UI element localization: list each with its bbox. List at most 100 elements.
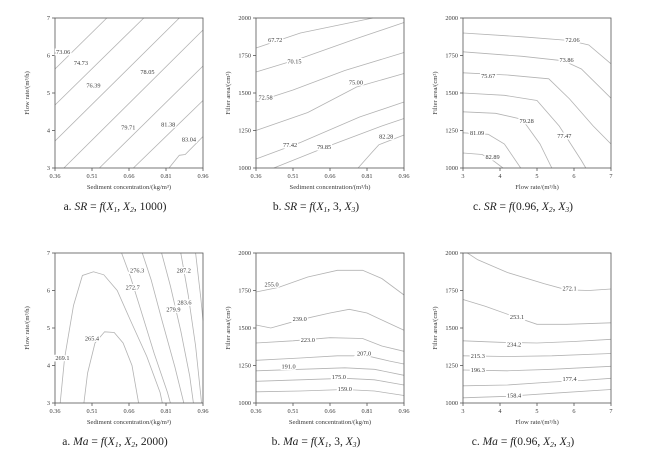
y-tick-label: 5 [47,325,50,332]
contour-value-label: 79.85 [317,144,331,151]
caption-segment: = [297,201,310,213]
contour-line [462,72,612,145]
caption-segment: Ma [283,436,299,448]
caption-segment: X [541,201,549,213]
contour-value-label: 83.04 [182,137,197,144]
caption-segment: X [345,436,353,448]
y-tick-label: 1250 [238,128,251,135]
contour-value-label: 269.1 [55,355,69,362]
y-tick-label: 1250 [445,128,458,135]
contour-value-label: 76.39 [86,83,100,90]
contour-line [462,377,612,387]
y-tick-label: 5 [47,90,50,97]
caption-segment: ) [569,201,573,213]
contour-line [141,252,185,404]
contour-value-label: 191.0 [281,363,295,370]
y-tick-label: 1500 [238,90,251,97]
contour-value-label: 75.00 [349,80,363,87]
caption-segment: 2 [548,205,553,214]
panel-sr-c: 3 4 5 6 7 1000 1250 1500 1750 2000 Flow rate/(m³/h… [423,8,623,233]
contour-line [54,17,145,106]
caption-segment: X [558,201,566,213]
contour-line [462,32,612,65]
contour-line [180,252,202,404]
caption-segment: f [510,436,514,448]
caption-segment: 3 [565,205,570,214]
x-tick-label: 0.81 [361,408,372,415]
x-tick-label: 0.51 [287,173,298,180]
x-tick-label: 0.81 [361,173,372,180]
contour-value-label: 82.28 [379,134,393,141]
y-tick-label: 6 [47,53,50,60]
caption-segment: , 1000) [133,201,167,213]
y-tick-label: 2000 [238,250,251,257]
y-tick-label: 1500 [445,325,458,332]
contour-value-label: 159.0 [338,386,352,393]
caption-segment: a. [63,201,75,213]
contour-value-label: 283.6 [177,300,191,307]
contour-value-label: 79.71 [121,125,135,132]
contour-line [462,353,612,357]
caption-segment: c. [471,436,483,448]
contour-line [462,152,504,169]
x-tick-label: 5 [535,408,538,415]
contour-line [54,17,108,70]
x-axis-title: Sediment concentration/(kg/m³) [87,184,171,191]
contour-line [59,271,163,404]
contour-plot-ma-b: 0.36 0.51 0.66 0.81 0.96 1000 1250 1500 1750 2000… [225,250,410,426]
contour-value-label: 255.0 [264,282,278,289]
contour-value-label: 207.0 [357,351,371,358]
contour-value-label: 276.3 [130,267,144,274]
contour-value-label: 73.86 [560,57,574,64]
caption-segment: f [309,201,313,213]
y-tick-label: 1000 [445,400,458,407]
contour-plot-sr-c: 3 4 5 6 7 1000 1250 1500 1750 2000 Flow rate/(m³/h… [432,15,613,191]
plot-caption: a. Ma = f(X1, X2, 2000) [15,436,215,449]
caption-segment: Ma [73,436,89,448]
x-tick-label: 5 [535,173,538,180]
x-tick-label: 7 [609,173,612,180]
x-tick-label: 0.66 [123,408,134,415]
caption-segment: , [118,436,125,448]
contour-line [462,92,587,169]
plot-caption: b. SR = f(X1, 3, X3) [216,201,416,214]
plot-caption: a. SR = f(X1, X2, 1000) [15,201,215,214]
contour-line [133,100,204,169]
contour-line [121,252,171,404]
x-tick-label: 6 [572,173,575,180]
x-tick-label: 0.66 [324,408,335,415]
x-axis-title: Sediment concentration/(m³/h) [290,184,371,191]
caption-segment: = [88,436,101,448]
y-tick-label: 7 [47,15,50,22]
contour-value-label: 70.15 [287,59,301,66]
x-tick-label: 0.96 [398,173,409,180]
y-tick-label: 4 [47,128,51,135]
caption-segment: = [496,201,509,213]
contour-line [255,389,405,396]
caption-segment: , [552,201,559,213]
y-tick-label: 1750 [445,288,458,295]
plot-frame [462,17,612,169]
plot-caption: c. SR = f(0.96, X2, X3) [423,201,623,214]
contour-line [83,331,139,404]
contour-line [255,337,405,352]
contour-line [462,299,612,325]
x-tick-label: 0.96 [197,408,208,415]
y-tick-label: 4 [47,363,51,370]
x-tick-label: 0.51 [287,408,298,415]
y-axis-title: Filter area/(cm²) [225,71,232,114]
y-tick-label: 2000 [238,15,251,22]
y-tick-label: 6 [47,288,50,295]
caption-segment: 2 [130,205,134,214]
contour-value-label: 158.4 [507,393,522,400]
x-axis-title: Sediment concentration/(kg/m) [289,419,371,426]
contour-line [462,132,522,169]
caption-segment: 3 [566,440,571,449]
x-tick-label: 0.81 [160,173,171,180]
x-axis-title: Flow rate/(m³/h) [515,184,559,191]
x-tick-label: 0.96 [197,173,208,180]
caption-segment: , 3, [327,201,345,213]
caption-segment: = [497,436,511,448]
panel-ma-a: 0.36 0.51 0.66 0.81 0.96 3 4 5 6 7 Sediment concen… [15,243,215,468]
